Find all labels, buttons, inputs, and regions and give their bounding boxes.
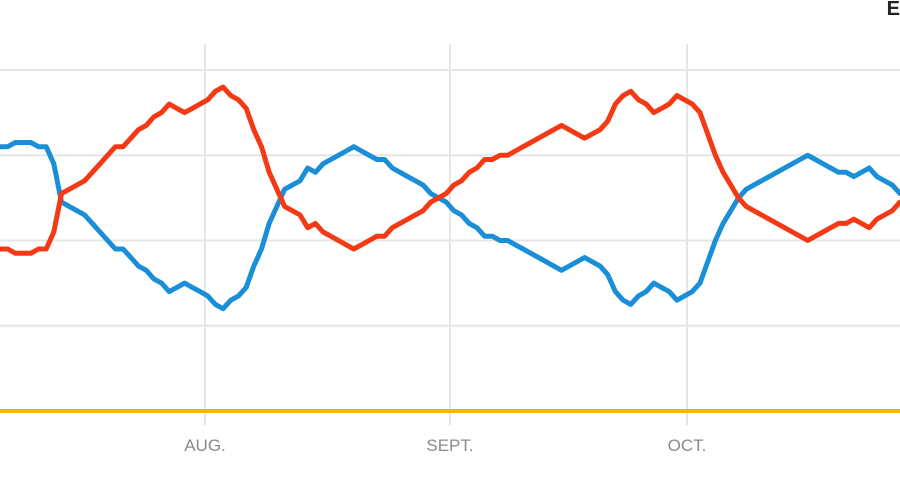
series-line-red bbox=[0, 84, 900, 256]
series-layer bbox=[0, 84, 900, 413]
series-line-blue bbox=[0, 140, 900, 312]
gridlines bbox=[0, 44, 900, 425]
x-tick-aug: AUG. bbox=[184, 436, 226, 455]
x-tick-oct: OCT. bbox=[668, 436, 707, 455]
x-tick-sept: SEPT. bbox=[426, 436, 473, 455]
x-axis-ticks: AUG. SEPT. OCT. bbox=[184, 436, 706, 455]
corner-label: E bbox=[886, 0, 900, 20]
